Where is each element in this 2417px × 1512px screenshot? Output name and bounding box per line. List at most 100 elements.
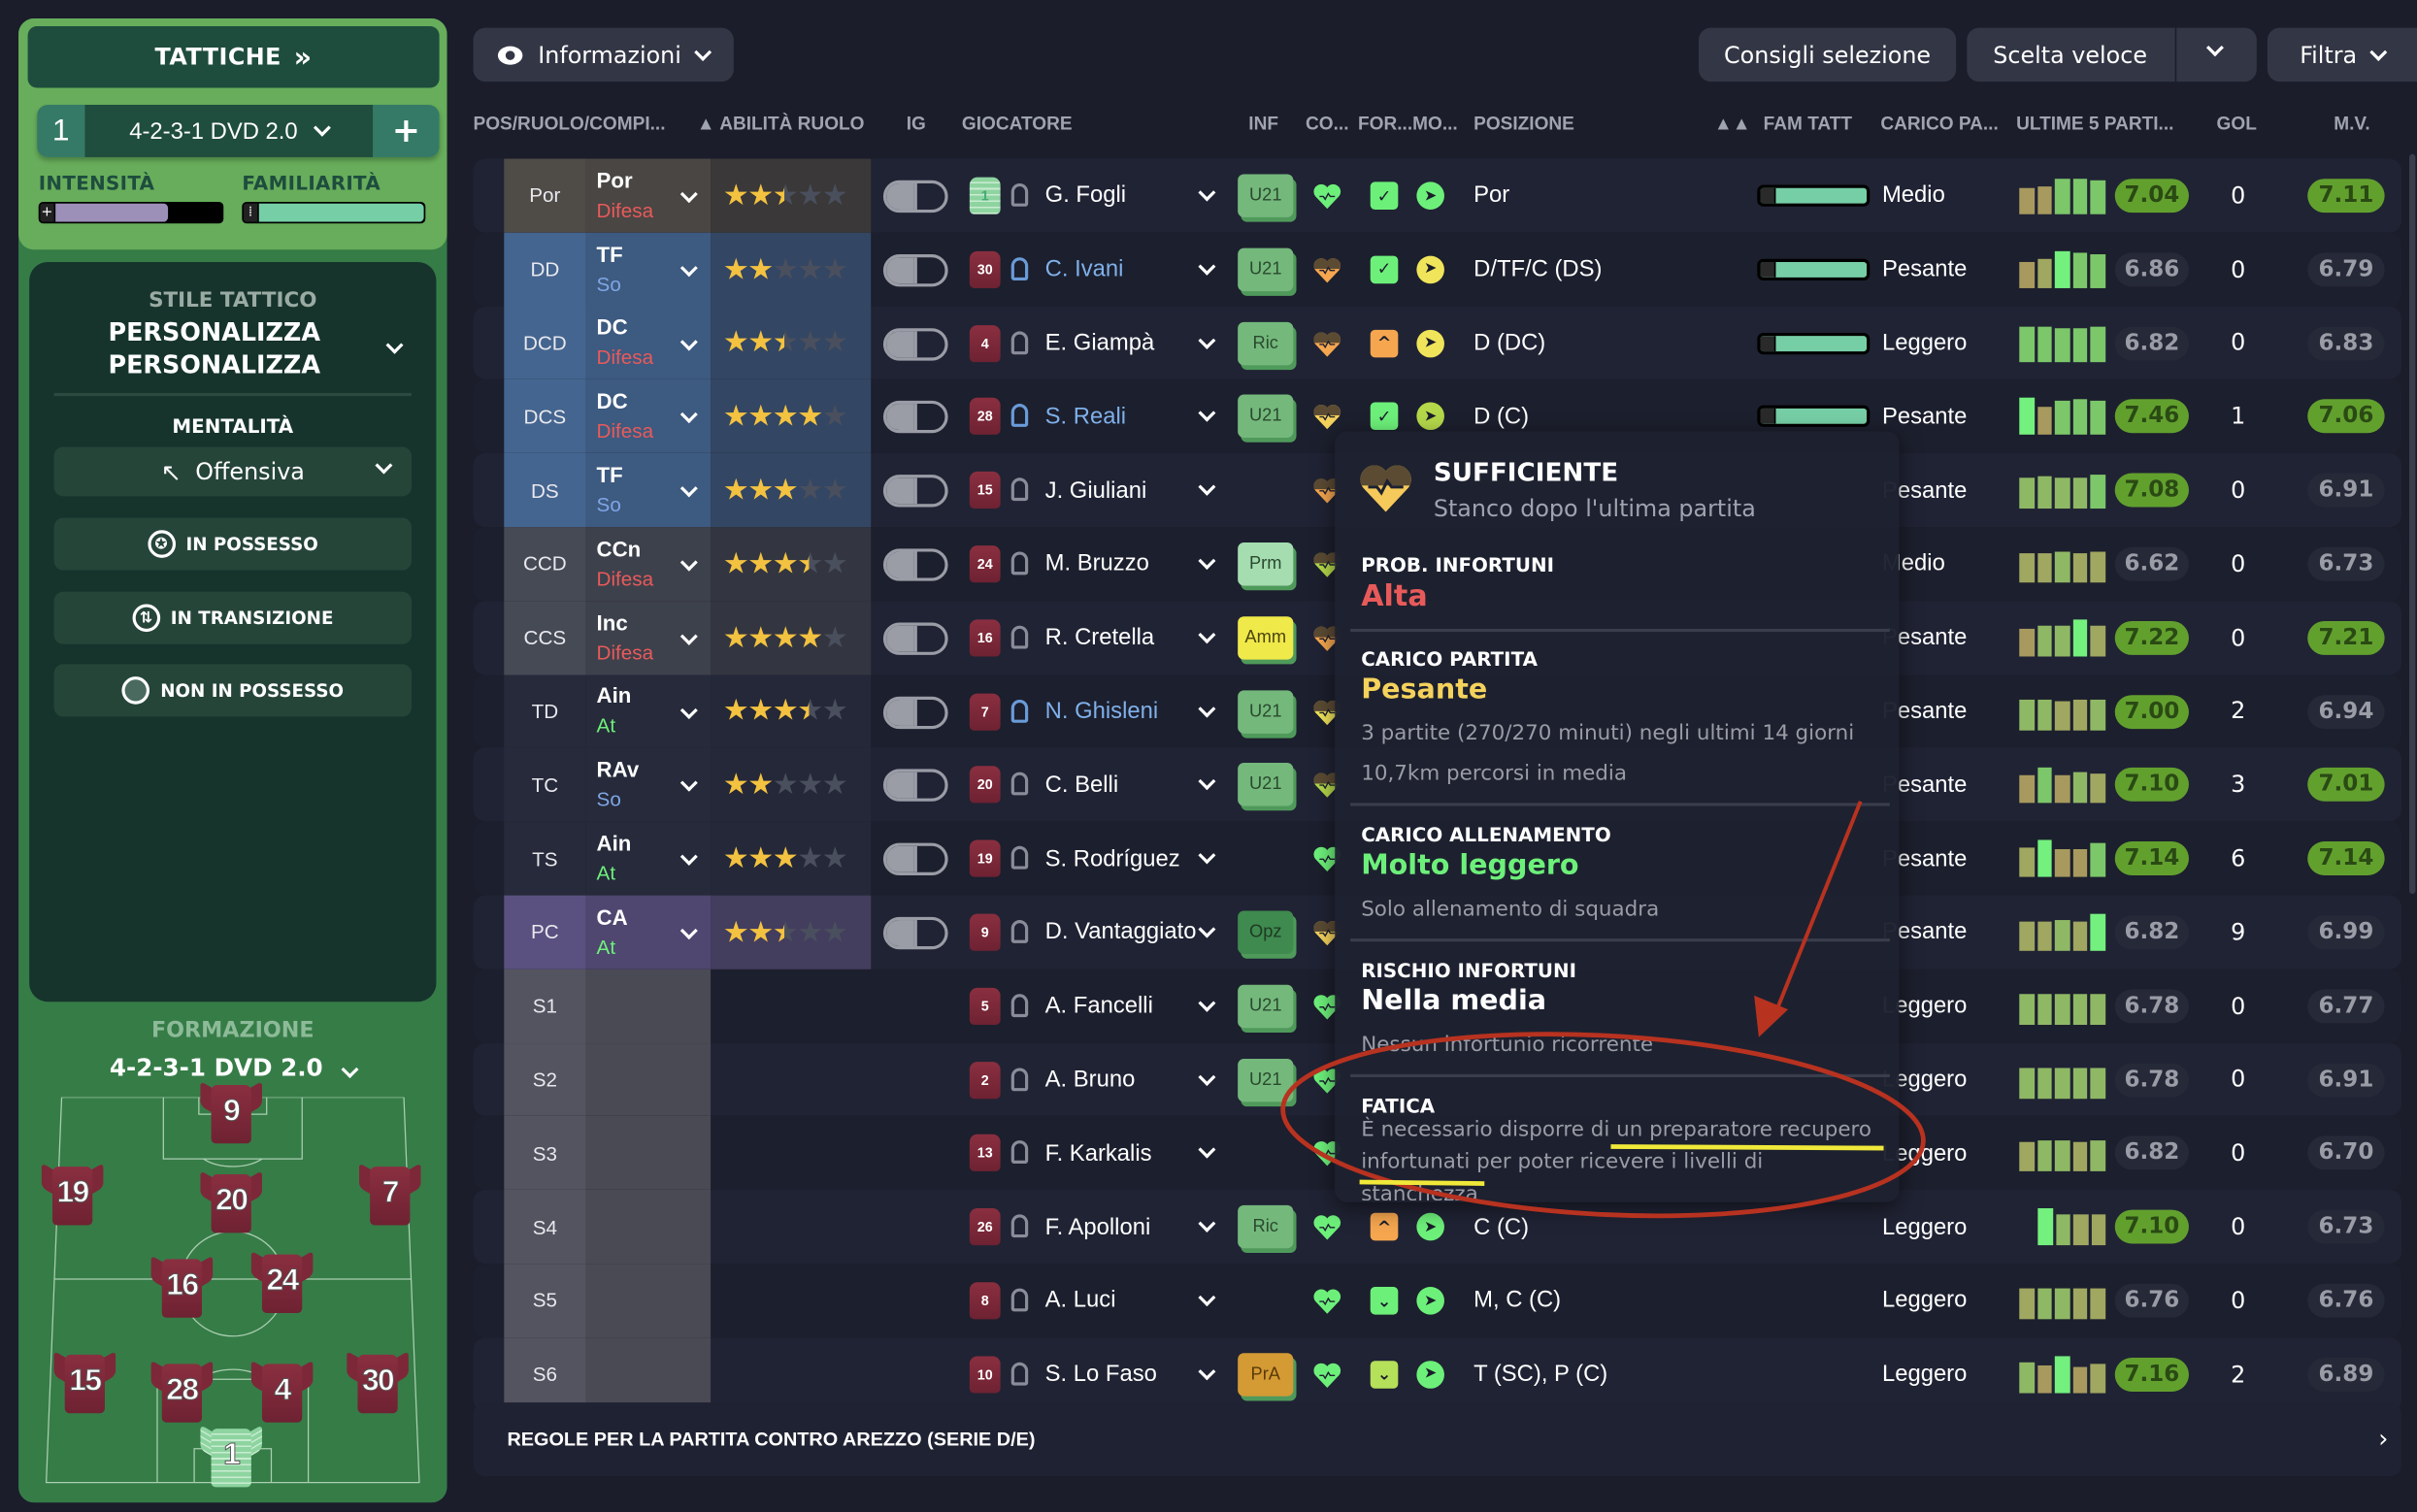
table-row[interactable]: S6 10 S. Lo Faso PrA ⌄ ➤ T (SC), P (C) Leggero 7…: [473, 1337, 2402, 1411]
position-slot[interactable]: TD: [504, 674, 586, 748]
add-tactic-button[interactable]: +: [373, 104, 440, 157]
position-slot[interactable]: DCD: [504, 306, 586, 380]
pitch-player-shirt[interactable]: 28: [150, 1360, 214, 1425]
position-slot[interactable]: CCD: [504, 527, 586, 601]
role-cell[interactable]: Por Difesa: [585, 158, 712, 233]
column-header[interactable]: IG: [906, 112, 926, 135]
in-possession-button[interactable]: ✪ IN POSSESSO: [53, 517, 412, 571]
tactic-dropdown[interactable]: 4-2-3-1 DVD 2.0: [84, 104, 374, 157]
pitch-player-shirt[interactable]: 16: [150, 1255, 214, 1320]
out-of-possession-button[interactable]: NON IN POSSESSO: [53, 664, 412, 717]
info-badge[interactable]: PrA: [1238, 1352, 1294, 1397]
column-header[interactable]: ULTIME 5 PARTI...: [2016, 112, 2174, 135]
instructions-toggle-icon[interactable]: [882, 180, 948, 214]
instructions-toggle-icon[interactable]: [882, 916, 948, 950]
role-cell[interactable]: TF So: [585, 453, 712, 528]
info-badge[interactable]: Opz: [1238, 910, 1294, 954]
table-row[interactable]: DD TF So ★ ★ ★ ★ ★ 30 C. Ivani U21 ✓ ➤ D/TF/C (DS) Pes…: [473, 232, 2402, 307]
style-value-1[interactable]: PERSONALIZZA: [108, 317, 320, 347]
column-header[interactable]: M.V.: [2334, 112, 2370, 135]
filter-button[interactable]: Filtra: [2267, 27, 2417, 82]
info-badge[interactable]: U21: [1238, 395, 1294, 439]
formation-selector[interactable]: 4-2-3-1 DVD 2.0: [18, 1054, 447, 1082]
position-slot[interactable]: CCS: [504, 600, 586, 674]
position-slot[interactable]: S6: [504, 1337, 586, 1411]
quick-pick-button[interactable]: Scelta veloce: [1967, 27, 2257, 82]
role-cell[interactable]: Ain At: [585, 821, 712, 896]
player-name[interactable]: G. Fogli: [1044, 182, 1127, 210]
player-name[interactable]: D. Vantaggiato: [1044, 919, 1197, 946]
column-header[interactable]: GOL: [2216, 112, 2257, 135]
position-slot[interactable]: PC: [504, 895, 586, 970]
position-slot[interactable]: S1: [504, 969, 586, 1043]
info-badge[interactable]: Ric: [1238, 1205, 1294, 1249]
pitch-player-shirt[interactable]: 4: [250, 1360, 314, 1425]
table-row[interactable]: DCD DC Difesa ★ ★ ★ ★ ★ 4 E. Giampà Ric ^ ➤ D (DC) Leg…: [473, 306, 2402, 380]
condition-heart-icon[interactable]: [1311, 328, 1342, 359]
pitch-player-shirt[interactable]: 15: [53, 1350, 116, 1415]
role-cell[interactable]: DC Difesa: [585, 306, 712, 380]
player-name[interactable]: S. Reali: [1044, 403, 1127, 430]
pitch-player-shirt[interactable]: 19: [41, 1162, 104, 1227]
role-cell[interactable]: CA At: [585, 895, 712, 970]
info-dropdown[interactable]: Informazioni: [473, 27, 734, 82]
role-cell[interactable]: Inc Difesa: [585, 600, 712, 674]
player-name[interactable]: S. Rodríguez: [1044, 845, 1180, 872]
info-badge[interactable]: Ric: [1238, 321, 1294, 365]
position-slot[interactable]: DD: [504, 232, 586, 307]
info-badge[interactable]: Prm: [1238, 542, 1294, 586]
condition-heart-icon[interactable]: [1311, 402, 1342, 433]
table-row[interactable]: S4 26 F. Apolloni Ric ^ ➤ C (C) Leggero 7.10 0 6.7…: [473, 1190, 2402, 1265]
pitch-player-shirt[interactable]: 1: [200, 1424, 262, 1489]
player-name[interactable]: E. Giampà: [1044, 329, 1155, 356]
style-value-2[interactable]: PERSONALIZZA: [108, 349, 320, 379]
position-slot[interactable]: DCS: [504, 379, 586, 454]
info-badge[interactable]: U21: [1238, 984, 1294, 1028]
instructions-toggle-icon[interactable]: [882, 696, 948, 729]
condition-heart-icon[interactable]: [1311, 181, 1342, 212]
player-name[interactable]: A. Fancelli: [1044, 992, 1153, 1019]
pitch-player-shirt[interactable]: 7: [359, 1162, 421, 1227]
info-badge[interactable]: Amm: [1238, 615, 1294, 660]
column-header[interactable]: ▲ ABILITÀ RUOLO: [696, 112, 865, 135]
tactic-selector[interactable]: 1 4-2-3-1 DVD 2.0 +: [37, 104, 440, 157]
column-header[interactable]: FAM TATT: [1763, 112, 1853, 135]
condition-heart-icon[interactable]: [1311, 1359, 1342, 1390]
position-slot[interactable]: S3: [504, 1116, 586, 1191]
match-rules-bar[interactable]: [473, 1402, 2402, 1477]
column-header[interactable]: INF: [1248, 112, 1278, 135]
column-header[interactable]: FOR...MO...: [1358, 112, 1458, 135]
column-header[interactable]: GIOCATORE: [961, 112, 1073, 135]
position-slot[interactable]: DS: [504, 453, 586, 528]
mentality-select[interactable]: ↖ Offensiva: [53, 446, 412, 497]
table-row[interactable]: Por Por Difesa ★ ★ ★ ★ ★ 1 G. Fogli U21 ✓ ➤ Por Medio 7…: [473, 158, 2402, 233]
instructions-toggle-icon[interactable]: [882, 548, 948, 581]
position-slot[interactable]: S4: [504, 1190, 586, 1265]
player-name[interactable]: N. Ghisleni: [1044, 698, 1159, 725]
player-name[interactable]: A. Bruno: [1044, 1066, 1136, 1093]
column-header[interactable]: POS/RUOLO/COMPI...: [473, 112, 666, 135]
table-row[interactable]: S5 8 A. Luci ⌄ ➤ M, C (C) Leggero 6.76 0 6.76: [473, 1264, 2402, 1338]
role-cell[interactable]: Ain At: [585, 674, 712, 748]
role-cell[interactable]: [585, 1337, 712, 1411]
condition-heart-icon[interactable]: [1311, 1285, 1342, 1316]
position-slot[interactable]: TC: [504, 747, 586, 822]
player-name[interactable]: A. Luci: [1044, 1287, 1116, 1314]
info-badge[interactable]: U21: [1238, 247, 1294, 291]
column-header[interactable]: POSIZIONE: [1473, 112, 1574, 135]
player-name[interactable]: C. Belli: [1044, 772, 1119, 799]
pitch-player-shirt[interactable]: 20: [200, 1169, 262, 1234]
player-name[interactable]: C. Ivani: [1044, 255, 1124, 282]
position-slot[interactable]: S2: [504, 1042, 586, 1117]
tactics-button[interactable]: TATTICHE »: [27, 25, 440, 88]
scrollbar[interactable]: [2409, 153, 2416, 895]
instructions-toggle-icon[interactable]: [882, 401, 948, 434]
in-transition-button[interactable]: ⇅ IN TRANSIZIONE: [53, 591, 412, 644]
instructions-toggle-icon[interactable]: [882, 253, 948, 287]
pitch-player-shirt[interactable]: 9: [200, 1080, 262, 1145]
position-slot[interactable]: S5: [504, 1264, 586, 1338]
role-cell[interactable]: [585, 1264, 712, 1338]
selection-advice-button[interactable]: Consigli selezione: [1698, 27, 1957, 82]
column-header[interactable]: CO...: [1306, 112, 1349, 135]
instructions-toggle-icon[interactable]: [882, 770, 948, 803]
